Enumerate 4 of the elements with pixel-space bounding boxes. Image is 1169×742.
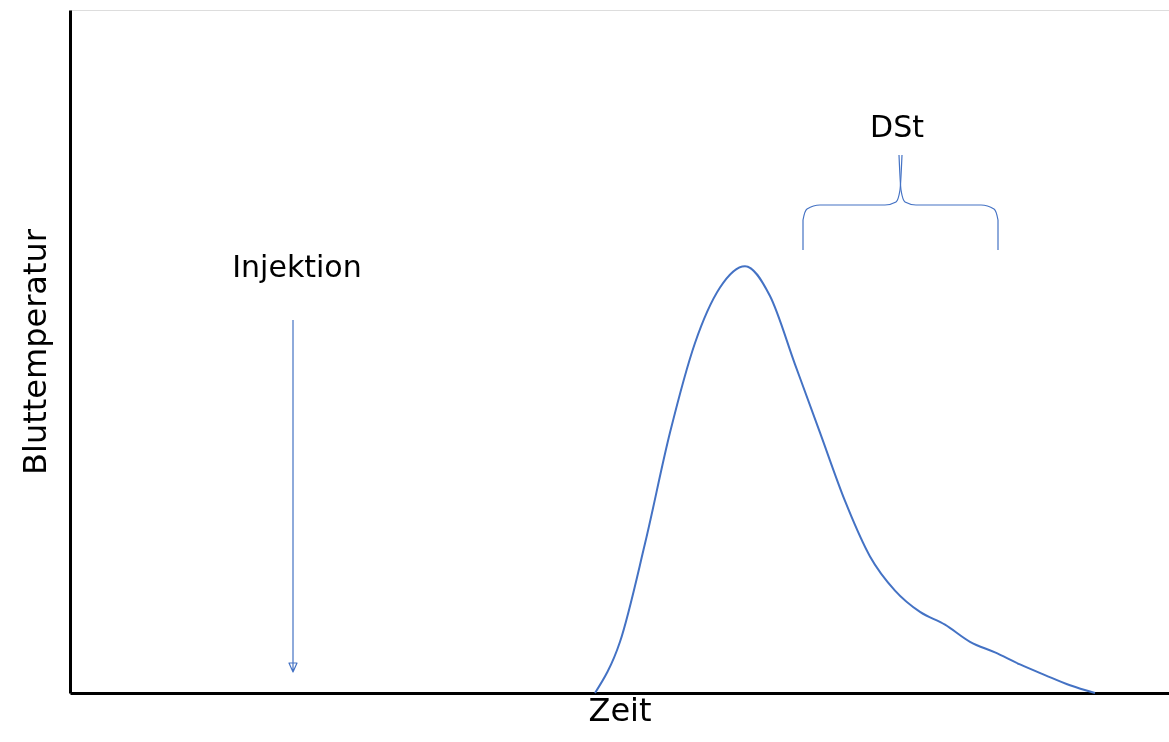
annotation: Injektion: [232, 249, 362, 284]
x-axis-title: Zeit: [588, 690, 652, 729]
y-axis-title: Bluttemperatur: [15, 228, 54, 475]
text: DSt: [870, 109, 925, 144]
